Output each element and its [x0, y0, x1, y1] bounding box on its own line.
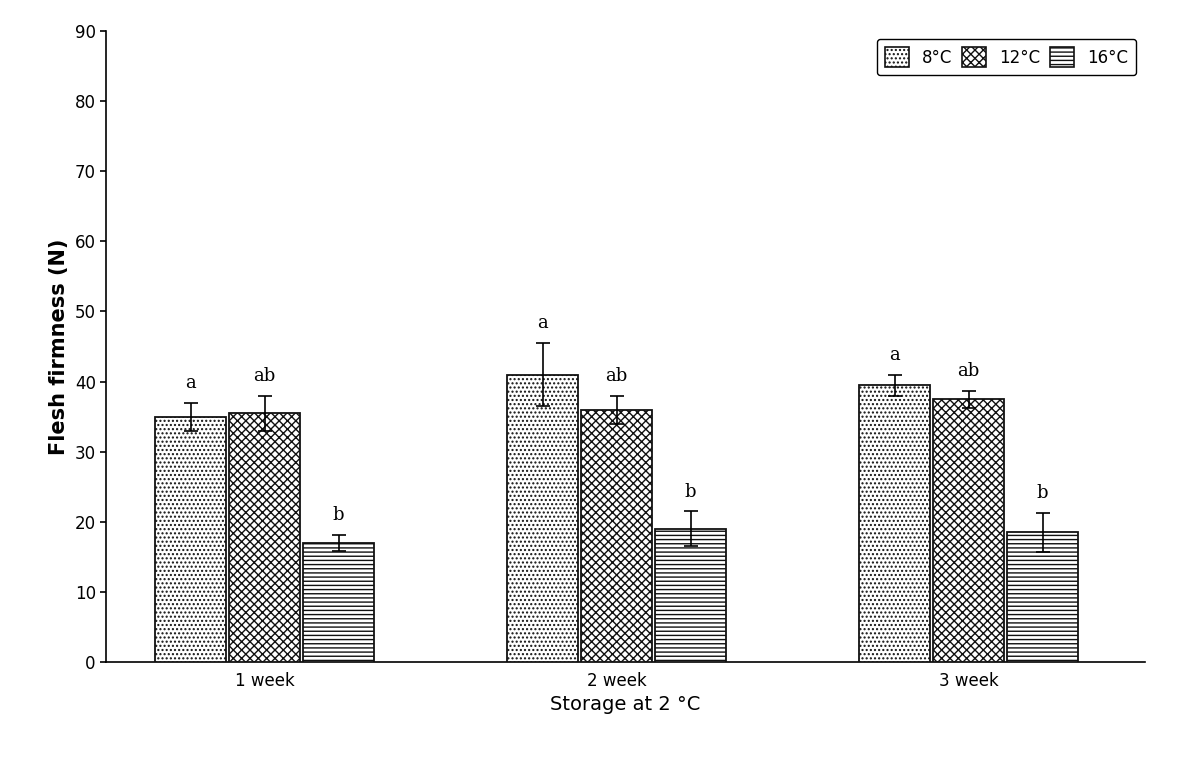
- Bar: [303, 543, 374, 662]
- Bar: [156, 417, 225, 662]
- Text: b: b: [684, 483, 696, 501]
- Text: ab: ab: [254, 367, 276, 385]
- Text: b: b: [333, 506, 345, 524]
- Bar: [859, 385, 930, 662]
- X-axis label: Storage at 2 °C: Storage at 2 °C: [550, 695, 701, 715]
- Bar: [229, 413, 300, 662]
- Y-axis label: Flesh firmness (N): Flesh firmness (N): [50, 238, 70, 455]
- Bar: [1008, 532, 1077, 662]
- Text: b: b: [1037, 484, 1048, 502]
- Legend: 8°C, 12°C, 16°C: 8°C, 12°C, 16°C: [877, 39, 1136, 75]
- Bar: [933, 399, 1004, 662]
- Bar: [655, 529, 726, 662]
- Text: ab: ab: [605, 367, 628, 385]
- Text: a: a: [185, 374, 196, 392]
- Text: ab: ab: [957, 362, 979, 380]
- Text: a: a: [537, 314, 548, 333]
- Text: a: a: [890, 346, 900, 364]
- Bar: [507, 374, 578, 662]
- Bar: [582, 410, 651, 662]
